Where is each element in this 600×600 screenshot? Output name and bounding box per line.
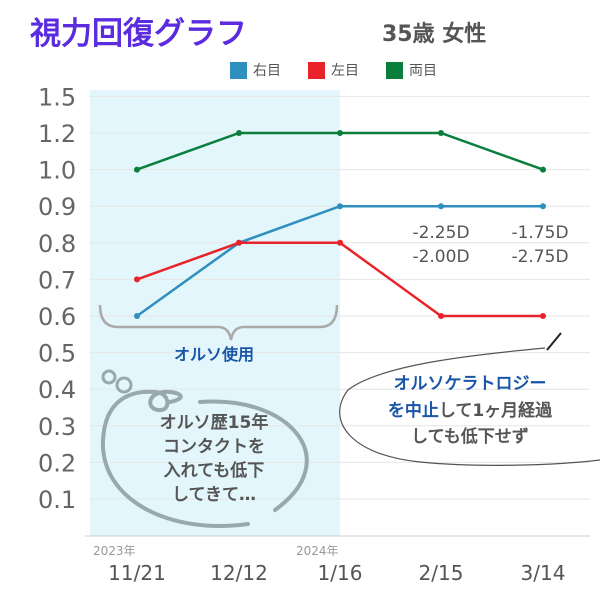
diopter-label: -2.25D bbox=[412, 223, 469, 243]
data-point bbox=[540, 166, 546, 173]
subtitle: 35歳 女性 bbox=[382, 22, 487, 47]
data-point bbox=[438, 313, 444, 319]
data-point bbox=[337, 239, 343, 246]
x-tick-label: 3/14 bbox=[521, 561, 566, 585]
y-tick-label: 1.2 bbox=[38, 120, 76, 148]
data-point bbox=[134, 166, 140, 173]
data-point bbox=[540, 313, 546, 319]
data-point bbox=[134, 313, 140, 319]
legend-both-eyes: 両目 bbox=[386, 60, 437, 80]
x-tick-label: 2/15 bbox=[419, 561, 464, 585]
legend-left-eye: 左目 bbox=[308, 60, 359, 80]
x-tick-label: 12/12 bbox=[210, 561, 268, 585]
year-label: 2024年 bbox=[296, 544, 339, 558]
speech-bubble-left bbox=[100, 389, 309, 528]
period-label: オルソ使用 bbox=[174, 345, 254, 364]
legend-right-eye: 右目 bbox=[230, 60, 281, 80]
y-tick-label: 0.9 bbox=[38, 193, 76, 221]
data-point bbox=[438, 203, 444, 210]
y-tick-label: 0.5 bbox=[38, 340, 76, 368]
y-tick-label: 0.2 bbox=[38, 449, 76, 477]
data-point bbox=[438, 130, 444, 136]
data-point bbox=[337, 203, 343, 210]
x-tick-label: 11/21 bbox=[108, 561, 166, 585]
y-tick-label: 0.4 bbox=[38, 376, 76, 404]
x-tick-label: 1/16 bbox=[318, 561, 363, 585]
bubble-left-text: コンタクトを bbox=[163, 437, 265, 457]
year-label: 2023年 bbox=[93, 544, 136, 558]
diopter-label: -2.75D bbox=[511, 247, 568, 267]
page-title: 視力回復グラフ bbox=[30, 16, 247, 52]
y-tick-label: 0.7 bbox=[38, 266, 76, 294]
brace bbox=[98, 304, 339, 341]
bubble-right-line2: を中止して1ヶ月経過 bbox=[388, 400, 553, 421]
y-tick-label: 0.8 bbox=[38, 230, 76, 258]
data-point bbox=[134, 276, 140, 283]
data-point bbox=[236, 130, 242, 136]
bubble-left-text: してきて… bbox=[172, 485, 256, 505]
bubble-right-line3: しても低下せず bbox=[411, 426, 529, 447]
y-tick-label: 0.1 bbox=[38, 486, 76, 514]
data-point bbox=[337, 130, 343, 136]
bubble-right-line1: オルソケラトロジー bbox=[394, 374, 547, 394]
diopter-label: -1.75D bbox=[511, 223, 568, 243]
data-point bbox=[540, 203, 546, 210]
speech-bubble-right bbox=[339, 347, 600, 466]
bubble-tail bbox=[546, 332, 562, 351]
bubble-dot bbox=[101, 369, 117, 385]
bubble-left-text: オルソ歴15年 bbox=[160, 412, 269, 433]
y-tick-label: 0.6 bbox=[38, 303, 76, 331]
y-tick-label: 0.3 bbox=[38, 413, 76, 441]
bubble-dot bbox=[115, 376, 133, 394]
data-point bbox=[236, 239, 242, 246]
y-tick-label: 1.0 bbox=[38, 157, 76, 185]
shaded-period bbox=[90, 90, 340, 536]
y-tick-label: 1.5 bbox=[38, 83, 76, 111]
diopter-label: -2.00D bbox=[412, 247, 469, 267]
bubble-left-text: 入れても低下 bbox=[164, 460, 265, 481]
